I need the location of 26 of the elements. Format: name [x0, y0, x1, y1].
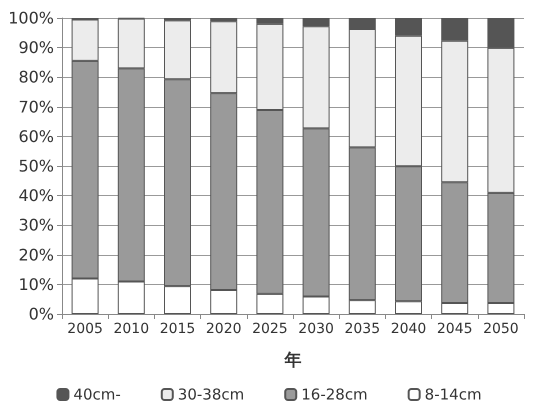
- x-tick-label: 2035: [344, 321, 380, 337]
- y-tick-label: 90%: [18, 38, 54, 58]
- y-tick-label: 80%: [18, 68, 54, 87]
- y-tick-label: 70%: [18, 97, 54, 116]
- x-tick-label: 2030: [298, 321, 334, 337]
- y-tick-label: 50%: [18, 156, 54, 176]
- x-tick-label: 2010: [113, 321, 150, 337]
- x-axis-title: 年: [284, 350, 302, 370]
- y-tick-label: 0%: [28, 304, 54, 324]
- y-tick-label: 10%: [18, 274, 54, 294]
- y-tick-label: 40%: [18, 186, 54, 206]
- y-tick-label: 30%: [18, 216, 54, 235]
- y-tick-label: 100%: [8, 8, 54, 28]
- x-tick-label: 2005: [67, 321, 103, 337]
- x-tick-label: 2015: [160, 321, 196, 337]
- legend-label: 8-14cm: [424, 386, 482, 404]
- x-tick-label: 2050: [483, 321, 519, 337]
- y-tick-label: 20%: [18, 245, 54, 264]
- y-tick-label: 60%: [18, 126, 54, 146]
- x-tick-label: 2040: [390, 321, 426, 337]
- x-tick-label: 2020: [206, 321, 242, 337]
- x-tick-label: 2025: [252, 321, 288, 337]
- legend-label: 30-38cm: [178, 386, 244, 404]
- x-tick-label: 2045: [436, 321, 473, 337]
- legend-label: 16-28cm: [301, 386, 368, 404]
- legend-label: 40cm-: [73, 386, 121, 404]
